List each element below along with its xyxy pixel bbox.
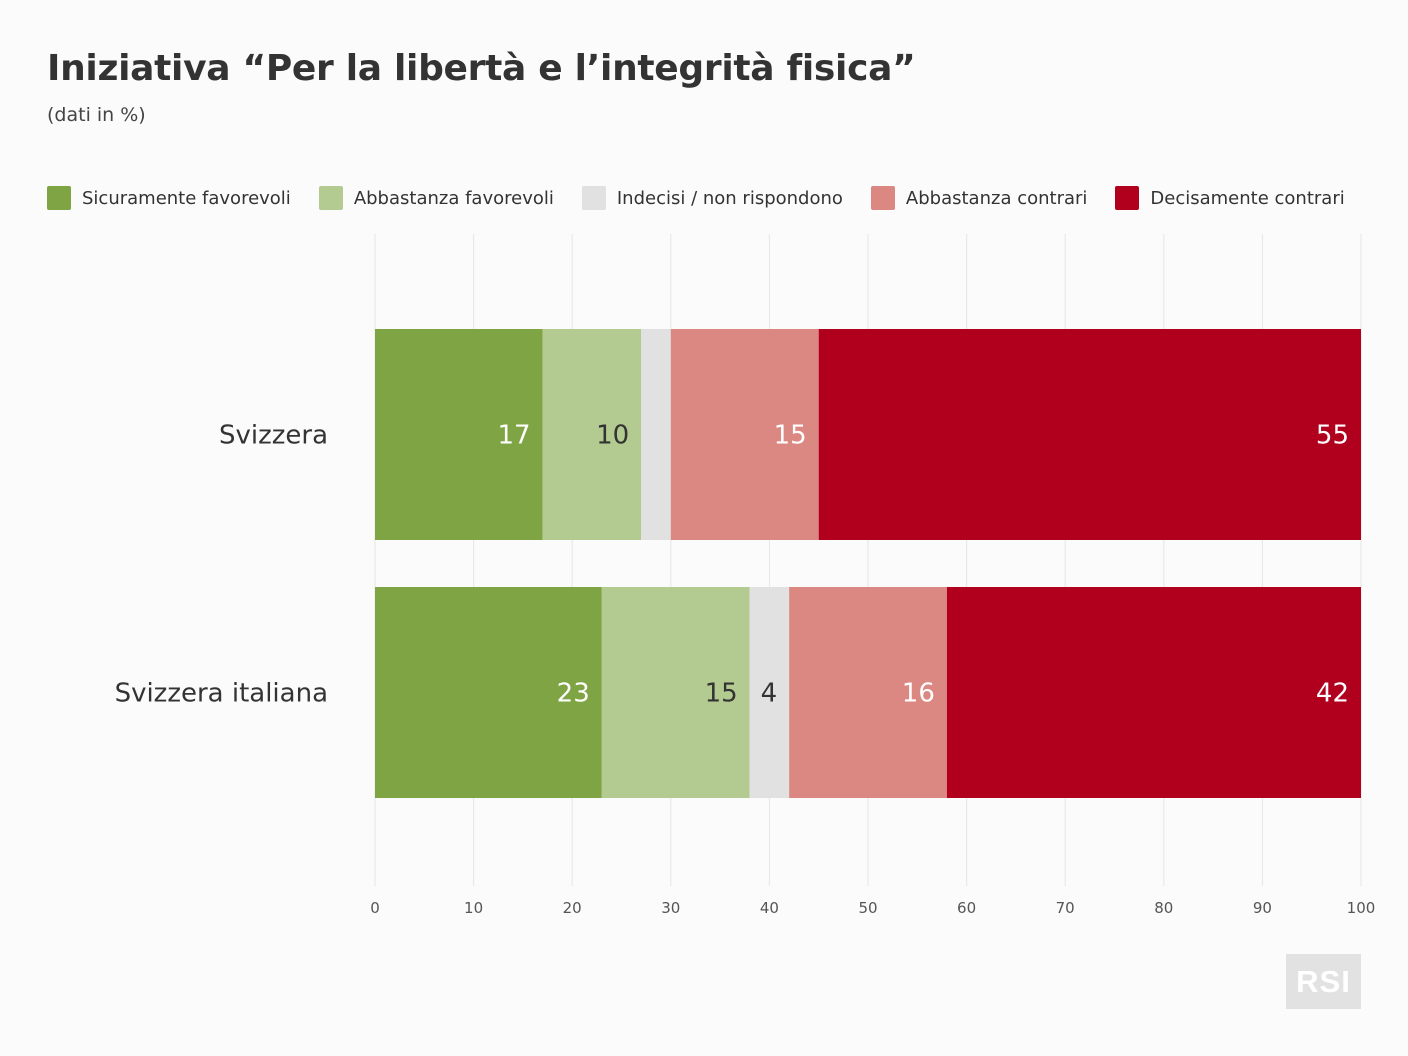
data-label: 17 (498, 421, 531, 451)
bar-segment (818, 329, 1361, 540)
bar-segment (601, 587, 750, 798)
bar-segment (749, 587, 790, 798)
legend-item: Sicuramente favorevoli (47, 186, 291, 210)
legend: Sicuramente favorevoli Abbastanza favorev… (47, 186, 1373, 210)
category-label: Svizzera (219, 421, 328, 451)
chart-subtitle: (dati in %) (47, 104, 146, 126)
legend-item: Abbastanza contrari (870, 186, 1088, 210)
x-tick-label: 80 (1154, 899, 1173, 917)
x-tick-label: 60 (957, 899, 976, 917)
data-label: 16 (902, 679, 935, 709)
chart-title: Iniziativa “Per la libertà e l’integrità… (47, 48, 916, 89)
data-label: 55 (1316, 421, 1349, 451)
legend-item: Abbastanza favorevoli (318, 186, 554, 210)
legend-item: Indecisi / non rispondono (581, 186, 843, 210)
x-tick-label: 70 (1056, 899, 1075, 917)
data-label: 4 (761, 679, 778, 709)
bar-segment (670, 329, 819, 540)
bar-segment (641, 329, 671, 540)
data-label: 23 (557, 679, 590, 709)
legend-swatch (1115, 186, 1140, 210)
bar-segment (542, 329, 642, 540)
x-tick-label: 0 (370, 899, 380, 917)
bar-segment (946, 587, 1361, 798)
data-label: 15 (774, 421, 807, 451)
legend-label: Indecisi / non rispondono (616, 187, 843, 209)
bar-segment (375, 329, 543, 540)
category-label: Svizzera italiana (115, 679, 328, 709)
legend-item: Decisamente contrari (1115, 186, 1345, 210)
x-tick-label: 10 (464, 899, 483, 917)
x-tick-label: 30 (661, 899, 680, 917)
legend-swatch (318, 186, 343, 210)
legend-swatch (870, 186, 895, 210)
bar-segment (375, 587, 602, 798)
data-label: 42 (1316, 679, 1349, 709)
data-label: 10 (596, 421, 629, 451)
legend-label: Decisamente contrari (1150, 187, 1345, 209)
bar-segment (789, 587, 947, 798)
legend-swatch (581, 186, 606, 210)
x-tick-label: 90 (1253, 899, 1272, 917)
rsi-logo: RSI (1286, 954, 1361, 1009)
legend-label: Abbastanza favorevoli (353, 187, 554, 209)
legend-swatch (47, 186, 71, 210)
x-tick-label: 20 (563, 899, 582, 917)
data-label: 15 (705, 679, 738, 709)
legend-label: Sicuramente favorevoli (82, 187, 291, 209)
x-tick-label: 50 (858, 899, 877, 917)
legend-label: Abbastanza contrari (905, 187, 1088, 209)
x-tick-label: 100 (1347, 899, 1376, 917)
x-tick-label: 40 (760, 899, 779, 917)
